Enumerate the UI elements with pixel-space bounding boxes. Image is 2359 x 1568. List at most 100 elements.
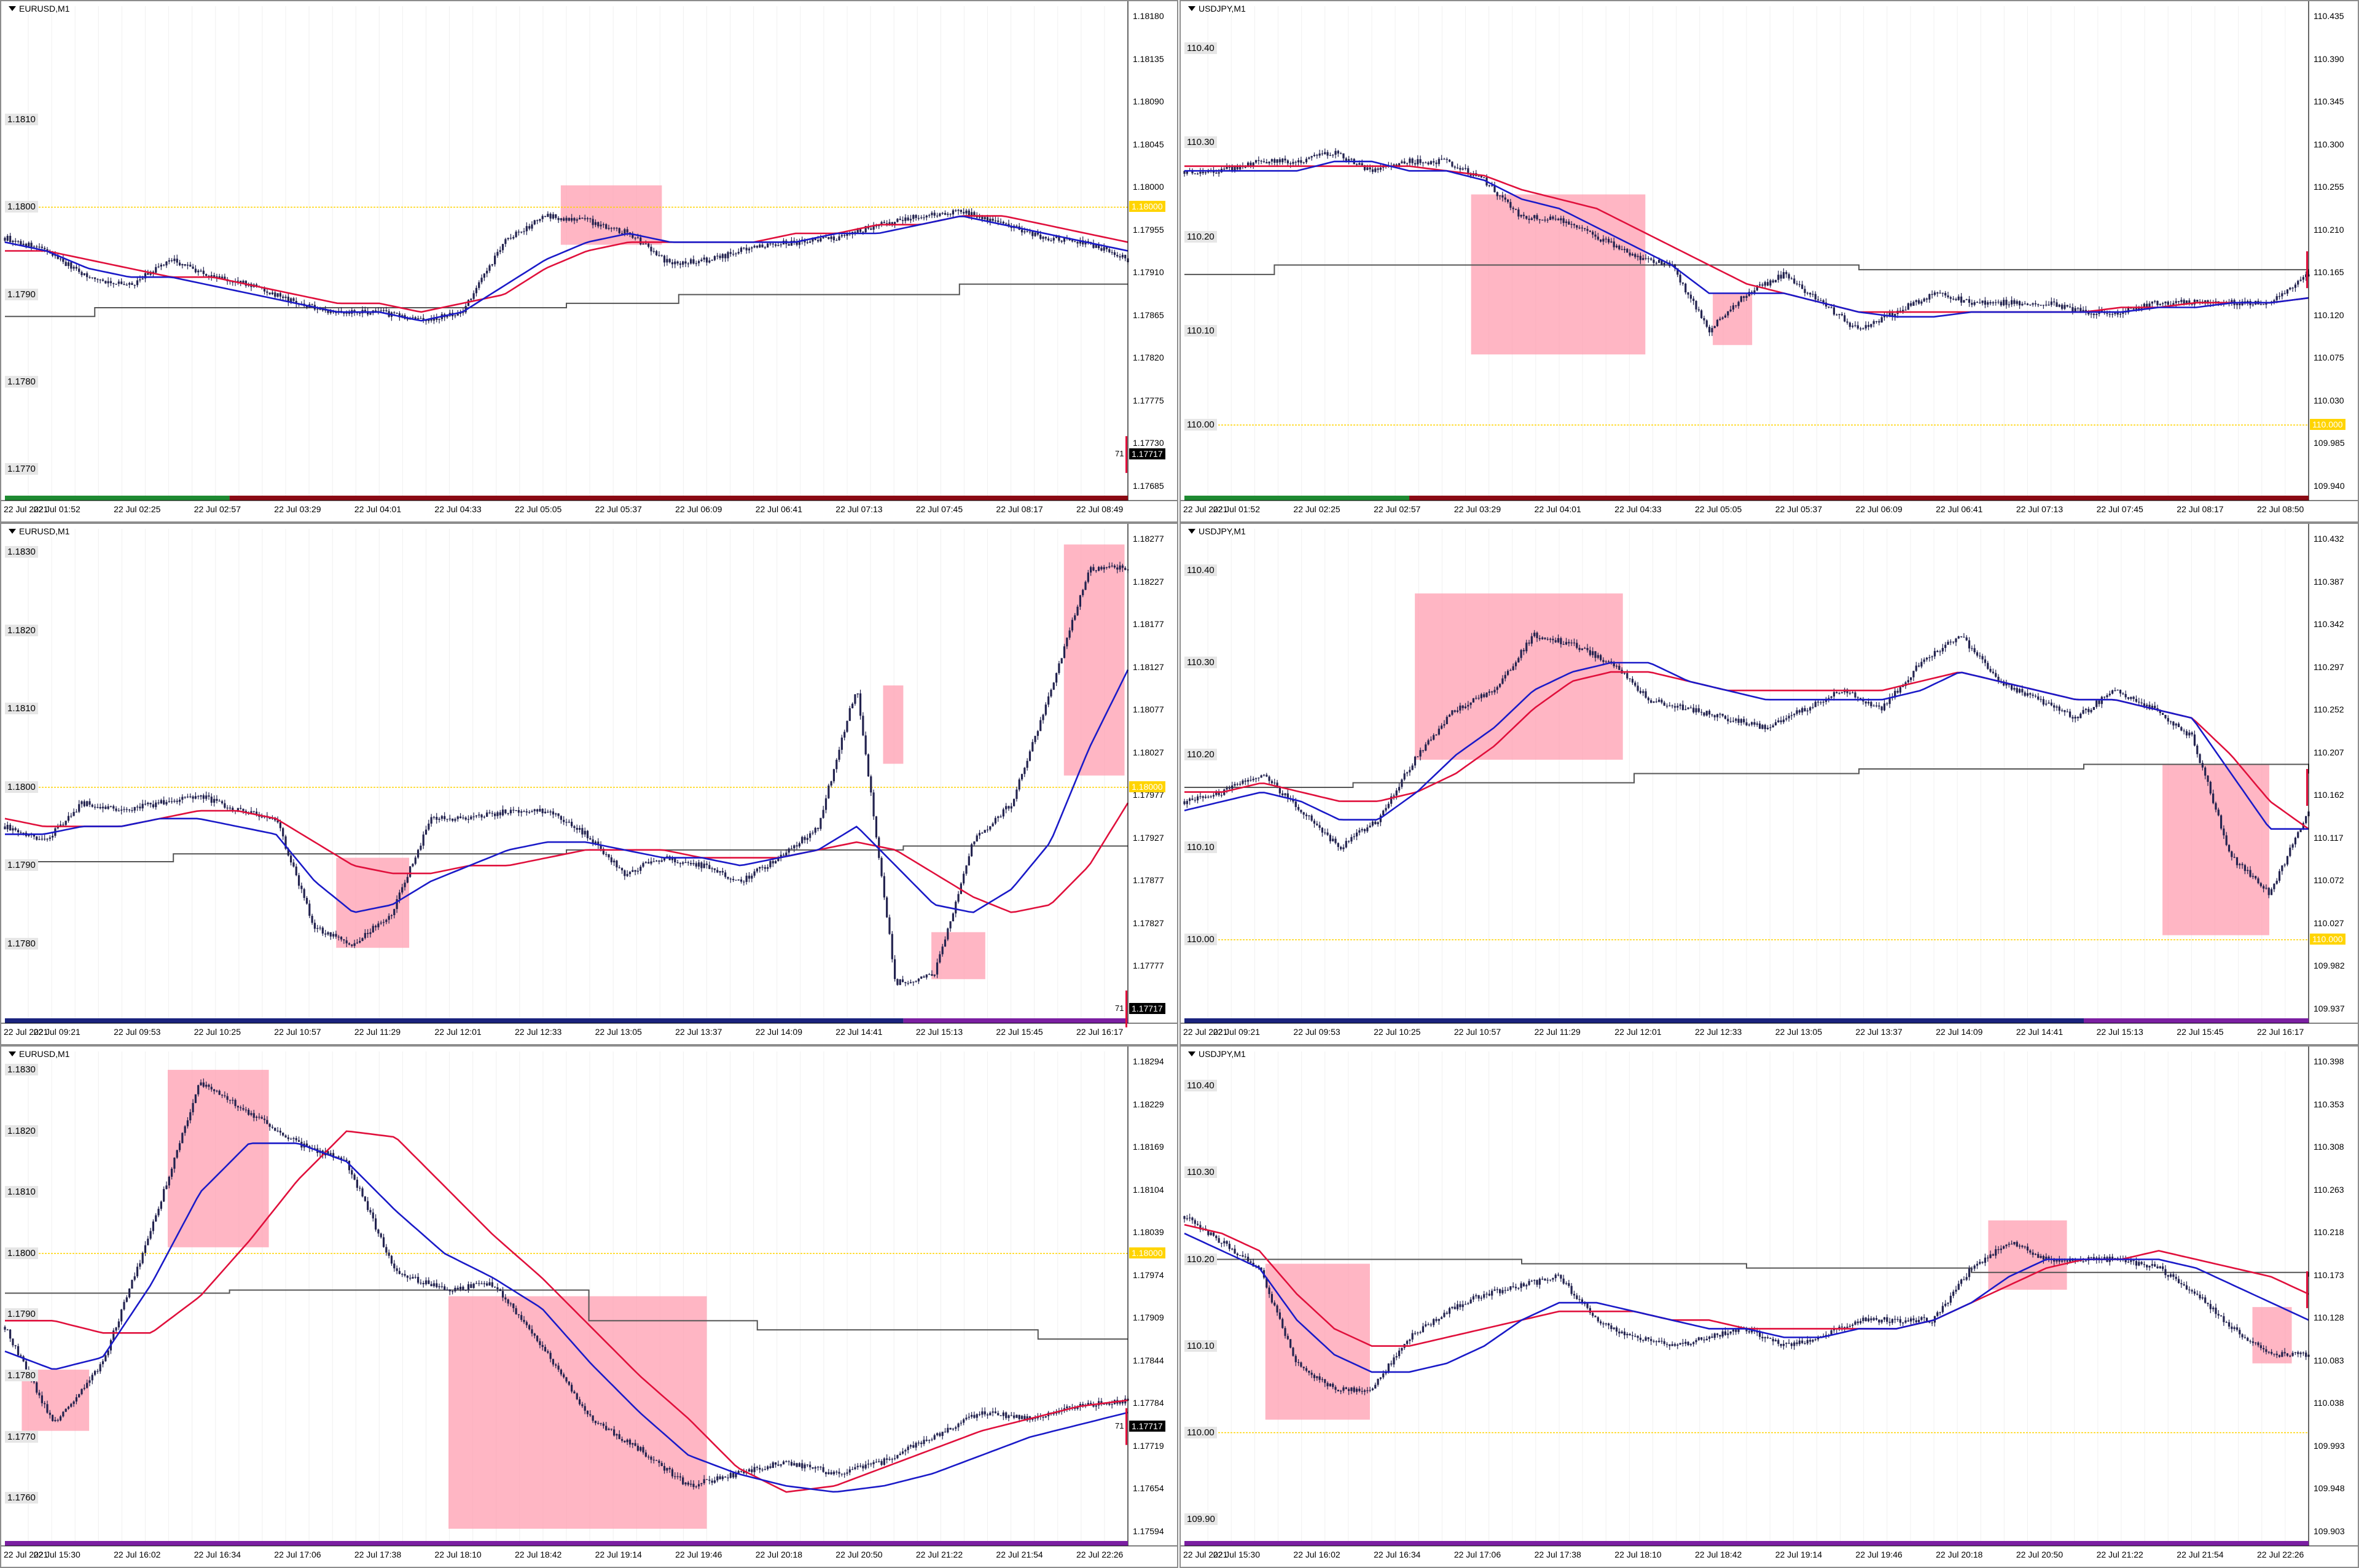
candle-body bbox=[592, 1415, 594, 1421]
dropdown-triangle-icon[interactable] bbox=[9, 6, 16, 11]
time-axis-tick: 22 Jul 12:01 bbox=[1614, 1027, 1662, 1037]
price-axis-tick: 110.435 bbox=[2314, 11, 2344, 21]
candle-body bbox=[1441, 1317, 1443, 1319]
candle-body bbox=[1790, 278, 1793, 279]
candle-body bbox=[6, 824, 9, 830]
candle-body bbox=[1955, 638, 1957, 642]
chart-panel-5[interactable]: EURUSD,M1 1.1830 1.1820 1.1810 1.1800 1.1790 1… bbox=[0, 1045, 1178, 1568]
candle-body bbox=[1414, 756, 1417, 766]
candle-body bbox=[1626, 249, 1629, 253]
candle-body bbox=[470, 816, 472, 819]
price-indicator-mark bbox=[1125, 1408, 1127, 1445]
candle-body bbox=[200, 1082, 202, 1085]
candle-body bbox=[1920, 661, 1923, 667]
chart-panel-6[interactable]: USDJPY,M1 110.40 110.30 110.20 110.10 110.00 1… bbox=[1180, 1045, 2359, 1568]
candle-body bbox=[1050, 240, 1052, 241]
candle-body bbox=[292, 298, 295, 301]
candle-body bbox=[67, 262, 70, 267]
candle-body bbox=[658, 1461, 660, 1463]
candle-body bbox=[1987, 663, 1989, 669]
candle-body bbox=[640, 237, 642, 244]
candle-body bbox=[997, 816, 1000, 818]
candle-body bbox=[1804, 289, 1806, 294]
candle-body bbox=[1925, 298, 1928, 300]
candle-body bbox=[1528, 642, 1530, 644]
candle-body bbox=[1578, 647, 1581, 650]
candle-body bbox=[724, 872, 727, 877]
candle-body bbox=[1228, 788, 1230, 789]
candle-body bbox=[1764, 282, 1766, 286]
candle-body bbox=[1223, 1241, 1226, 1244]
candle-body bbox=[1044, 236, 1047, 239]
candle-body bbox=[52, 835, 54, 838]
candle-body bbox=[377, 923, 380, 927]
chart-panel-1[interactable]: EURUSD,M1 1.1810 1.1800 1.1790 1.1780 1.1770 1… bbox=[0, 0, 1178, 523]
candle-body bbox=[1361, 1391, 1363, 1392]
candle-body bbox=[1872, 321, 1875, 324]
dropdown-triangle-icon[interactable] bbox=[9, 529, 16, 534]
candle-body bbox=[1076, 1406, 1079, 1409]
candle-body bbox=[1469, 174, 1472, 176]
symbol-title[interactable]: USDJPY,M1 bbox=[1187, 4, 1247, 14]
price-indicator-mark bbox=[2306, 251, 2308, 289]
candle-body bbox=[25, 1361, 28, 1370]
candle-body bbox=[804, 1464, 806, 1469]
price-axis-tick: 110.162 bbox=[2314, 790, 2344, 800]
candle-body bbox=[242, 808, 245, 811]
candle-body bbox=[1743, 296, 1745, 298]
symbol-title[interactable]: USDJPY,M1 bbox=[1187, 526, 1247, 536]
candle-body bbox=[917, 217, 920, 219]
candle-body bbox=[1925, 657, 1928, 660]
candle-body bbox=[666, 259, 668, 263]
candle-body bbox=[141, 278, 144, 279]
candle-body bbox=[1663, 262, 1665, 265]
candle-body bbox=[748, 248, 751, 251]
candle-body bbox=[814, 238, 816, 240]
price-axis-tick: 1.18135 bbox=[1133, 53, 1164, 64]
chart-panel-2[interactable]: USDJPY,M1 110.40 110.30 110.20 110.10 110.00 1… bbox=[1180, 0, 2359, 523]
candle-body bbox=[886, 897, 888, 918]
session-bar bbox=[5, 496, 230, 501]
candle-body bbox=[796, 1463, 798, 1467]
candle-body bbox=[1337, 1389, 1339, 1392]
dropdown-triangle-icon[interactable] bbox=[1188, 6, 1195, 11]
candle-body bbox=[2119, 690, 2122, 694]
candle-body bbox=[1753, 290, 1756, 294]
candle-body bbox=[1623, 673, 1626, 674]
candle-body bbox=[695, 1486, 697, 1488]
symbol-label: EURUSD,M1 bbox=[19, 1049, 70, 1059]
symbol-title[interactable]: EURUSD,M1 bbox=[7, 526, 71, 536]
candle-body bbox=[2278, 871, 2281, 881]
candle-body bbox=[1817, 299, 1820, 300]
candle-body bbox=[1369, 1390, 1371, 1391]
candle-body bbox=[292, 862, 295, 867]
candle-body bbox=[229, 1099, 232, 1101]
candle-body bbox=[782, 1461, 785, 1465]
candle-body bbox=[372, 1212, 374, 1219]
left-price-level: 1.1800 bbox=[5, 781, 38, 793]
candle-body bbox=[380, 1233, 382, 1238]
candle-body bbox=[417, 849, 420, 858]
candle-body bbox=[271, 1126, 274, 1128]
candle-body bbox=[525, 811, 528, 813]
candle-body bbox=[1207, 1230, 1210, 1235]
candle-body bbox=[2193, 734, 2196, 746]
dropdown-triangle-icon[interactable] bbox=[9, 1051, 16, 1056]
chart-panel-3[interactable]: EURUSD,M1 1.1830 1.1820 1.1810 1.1800 1.1790 1… bbox=[0, 523, 1178, 1045]
candle-body bbox=[1573, 642, 1576, 644]
candle-body bbox=[46, 838, 49, 840]
candle-body bbox=[1425, 744, 1427, 751]
symbol-title[interactable]: EURUSD,M1 bbox=[7, 1049, 71, 1059]
candle-body bbox=[1981, 300, 1984, 303]
candle-body bbox=[1764, 725, 1766, 730]
candle-body bbox=[891, 222, 893, 225]
candle-body bbox=[1727, 719, 1729, 722]
candle-body bbox=[4, 238, 6, 241]
candle-body bbox=[660, 1462, 663, 1466]
symbol-title[interactable]: EURUSD,M1 bbox=[7, 4, 71, 14]
dropdown-triangle-icon[interactable] bbox=[1188, 529, 1195, 534]
chart-panel-4[interactable]: USDJPY,M1 110.40 110.30 110.20 110.10 110.00 1… bbox=[1180, 523, 2359, 1045]
candle-body bbox=[2175, 301, 2177, 303]
candle-body bbox=[493, 255, 496, 265]
candle-body bbox=[576, 827, 578, 830]
